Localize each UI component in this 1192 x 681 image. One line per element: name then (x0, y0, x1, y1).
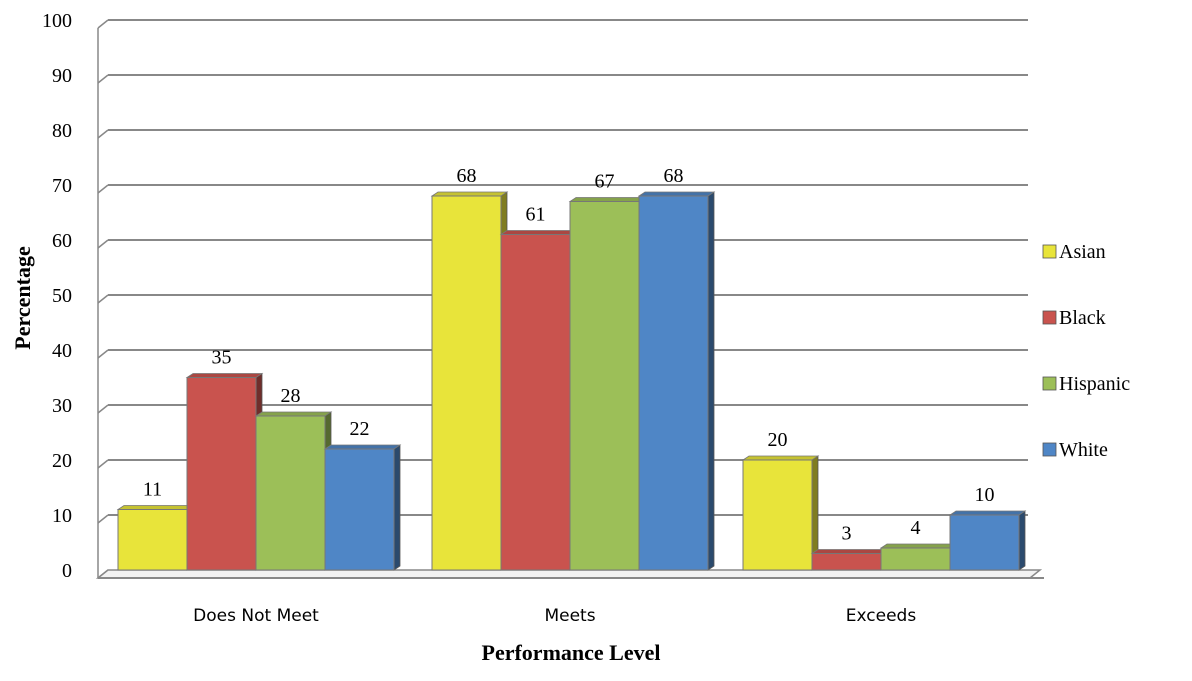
gridline-depth (97, 459, 109, 469)
legend-item: Asian (1042, 241, 1106, 263)
legend-label: Asian (1059, 241, 1106, 263)
bar (568, 196, 647, 571)
axes (95, 28, 1044, 579)
y-tick-label: 40 (52, 340, 72, 362)
y-tick-labels: 0 10 20 30 40 50 60 70 80 90 100 (42, 10, 72, 582)
x-tick-label: Meets (544, 606, 595, 626)
data-label: 11 (143, 479, 162, 501)
legend-swatch (1042, 244, 1057, 259)
bar (116, 504, 195, 571)
gridline-depth (97, 349, 109, 359)
bar (637, 191, 716, 571)
bar (430, 191, 509, 571)
legend-label: White (1059, 439, 1108, 461)
bars (116, 191, 1027, 571)
gridline-depth (97, 19, 109, 29)
y-tick-label: 10 (52, 505, 72, 527)
data-label: 10 (975, 484, 995, 506)
data-label: 3 (842, 523, 852, 545)
bar (499, 229, 578, 571)
legend-label: Hispanic (1059, 373, 1130, 395)
x-tick-label: Does Not Meet (193, 606, 319, 626)
legend-item: Black (1042, 307, 1106, 329)
y-tick-label: 100 (42, 10, 72, 32)
data-label: 4 (911, 517, 921, 539)
legend-swatch (1042, 310, 1057, 325)
data-label: 22 (350, 418, 370, 440)
x-axis-title: Performance Level (482, 640, 661, 665)
floor (95, 569, 1043, 579)
bar (254, 411, 333, 571)
gridline-depth (97, 184, 109, 194)
y-tick-label: 70 (52, 175, 72, 197)
y-tick-label: 80 (52, 120, 72, 142)
legend: Asian Black Hispanic White (1042, 241, 1130, 461)
legend-label: Black (1059, 307, 1106, 329)
data-label: 35 (212, 347, 232, 369)
data-label: 68 (457, 165, 477, 187)
y-tick-label: 50 (52, 285, 72, 307)
bar (323, 444, 402, 571)
legend-item: White (1042, 439, 1108, 461)
gridline-depth (97, 239, 109, 249)
y-axis-title: Percentage (10, 246, 35, 350)
bar (810, 548, 889, 571)
x-tick-labels: Does Not Meet Meets Exceeds (193, 606, 916, 626)
legend-swatch (1042, 442, 1057, 457)
y-tick-label: 20 (52, 450, 72, 472)
gridline-depth (97, 129, 109, 139)
legend-item: Hispanic (1042, 373, 1130, 395)
bar (741, 455, 820, 571)
data-label: 67 (595, 171, 615, 193)
y-tick-label: 30 (52, 395, 72, 417)
bar (185, 372, 264, 571)
data-label: 20 (768, 429, 788, 451)
data-label: 61 (526, 204, 546, 226)
legend-swatch (1042, 376, 1057, 391)
data-label: 28 (281, 385, 301, 407)
y-tick-label: 0 (62, 560, 72, 582)
data-label: 68 (664, 165, 684, 187)
gridline-depth (97, 514, 109, 524)
gridline-depth (97, 404, 109, 414)
gridline-depth (97, 74, 109, 84)
bar (879, 543, 958, 571)
x-tick-label: Exceeds (846, 606, 917, 626)
y-tick-label: 90 (52, 65, 72, 87)
y-tick-label: 60 (52, 230, 72, 252)
data-labels: 11 35 28 22 68 61 67 68 20 3 4 10 (143, 165, 995, 545)
bar (948, 510, 1027, 571)
gridline-depth (97, 294, 109, 304)
